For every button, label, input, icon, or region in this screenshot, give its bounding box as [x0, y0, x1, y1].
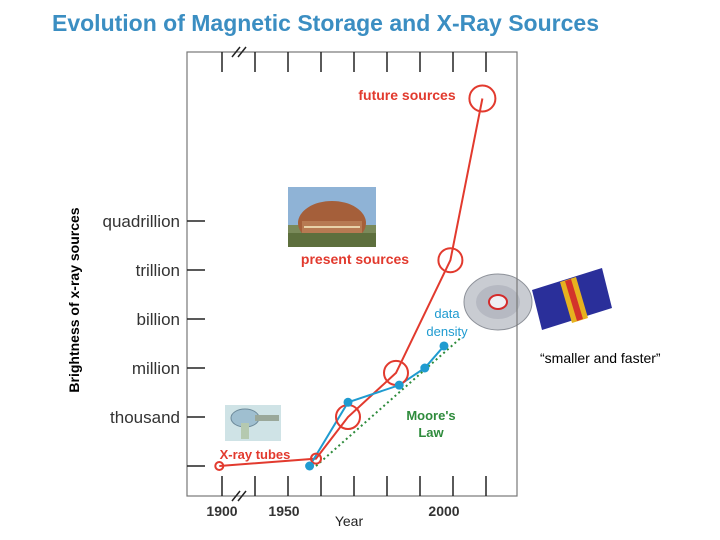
x-tick-label: 1950 [268, 503, 299, 519]
plot-frame [186, 51, 518, 497]
hard-disk-icon [462, 270, 534, 334]
label-future-sources: future sources [358, 87, 455, 103]
label-data: data [434, 306, 460, 321]
y-tick-label: quadrillion [103, 212, 181, 231]
label-density: density [426, 324, 468, 339]
x-tick-label: 2000 [428, 503, 459, 519]
xray-source-point [214, 461, 225, 471]
data-density-point [305, 461, 315, 471]
y-tick-label: thousand [110, 408, 180, 427]
axis-break-mark [237, 46, 247, 58]
xray-tube-photo [225, 405, 281, 441]
data-density-point [420, 363, 430, 373]
x-axis-label: Year [335, 513, 364, 529]
xray-source-point [468, 84, 497, 113]
series-line-2 [315, 337, 461, 467]
data-density-point [394, 380, 404, 390]
label-xray-tubes: X-ray tubes [220, 447, 291, 462]
label-present-sources: present sources [301, 251, 409, 267]
data-density-point [439, 341, 449, 351]
y-tick-label: trillion [136, 261, 180, 280]
label-law: Law [418, 425, 444, 440]
chart-title: Evolution of Magnetic Storage and X-Ray … [52, 10, 599, 36]
xray-source-point [437, 247, 464, 274]
x-tick-label: 1900 [206, 503, 237, 519]
axis-break-mark [231, 46, 241, 58]
label-moores: Moore's [406, 408, 455, 423]
y-tick-label: billion [137, 310, 180, 329]
xray-source-point [310, 452, 322, 465]
side-caption: “smaller and faster” [540, 350, 661, 366]
magnetic-bits-image [532, 268, 612, 330]
data-density-point [343, 397, 353, 407]
y-tick-label: million [132, 359, 180, 378]
synchrotron-building-photo [288, 187, 376, 247]
axis-break-mark [237, 490, 247, 502]
axis-break-mark [231, 490, 241, 502]
